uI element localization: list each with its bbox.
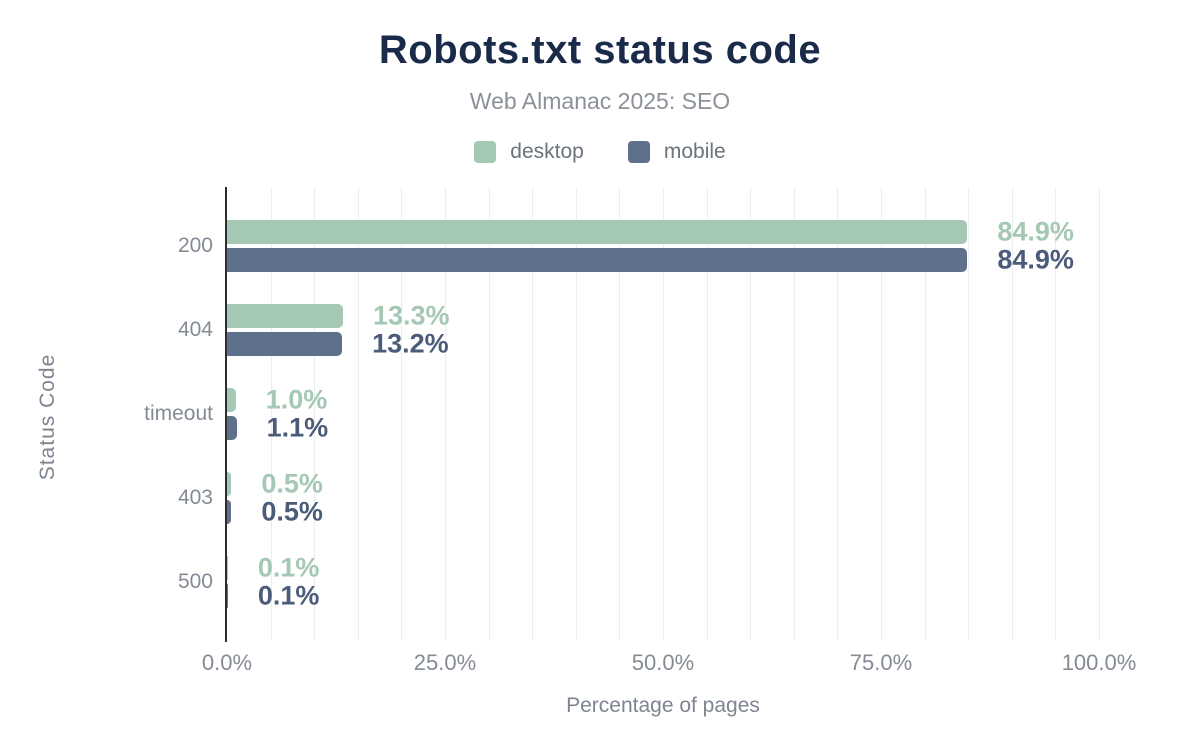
bar-mobile-500 xyxy=(227,584,228,608)
gridline xyxy=(1055,187,1056,640)
gridline xyxy=(271,187,272,640)
legend-label-desktop: desktop xyxy=(510,140,584,163)
category-label-timeout: timeout xyxy=(144,402,213,425)
gridline xyxy=(358,187,359,640)
gridline xyxy=(837,187,838,640)
bar-mobile-200 xyxy=(227,248,968,272)
bar-desktop-404 xyxy=(227,304,343,328)
category-label-200: 200 xyxy=(177,234,213,257)
bar-desktop-timeout xyxy=(227,388,236,412)
mobile-swatch-icon xyxy=(627,141,650,163)
y-axis-line xyxy=(225,187,227,642)
bar-desktop-500 xyxy=(227,556,228,580)
x-tick-50: 50.0% xyxy=(631,650,695,675)
gridline xyxy=(663,187,664,640)
gridline xyxy=(1099,187,1100,640)
x-tick-75: 75.0% xyxy=(849,650,913,675)
gridline xyxy=(707,187,708,640)
legend-label-mobile: mobile xyxy=(663,140,726,163)
gridline xyxy=(619,187,620,640)
x-axis-title: Percentage of pages xyxy=(566,694,760,717)
gridline xyxy=(881,187,882,640)
value-label-mobile-timeout: 1.1% xyxy=(266,412,329,443)
bar-desktop-200 xyxy=(227,220,968,244)
gridline xyxy=(925,187,926,640)
bar-desktop-403 xyxy=(227,472,232,496)
gridline xyxy=(1012,187,1013,640)
bar-mobile-timeout xyxy=(227,416,237,440)
bar-mobile-403 xyxy=(227,500,232,524)
chart-subtitle: Web Almanac 2025: SEO xyxy=(469,88,731,114)
bar-mobile-404 xyxy=(227,332,343,356)
gridline xyxy=(532,187,533,640)
gridline xyxy=(576,187,577,640)
value-label-desktop-500: 0.1% xyxy=(257,552,320,583)
gridline xyxy=(968,187,969,640)
gridline xyxy=(489,187,490,640)
x-tick-0: 0.0% xyxy=(201,650,253,675)
gridline xyxy=(314,187,315,640)
value-label-mobile-403: 0.5% xyxy=(261,496,323,527)
gridline xyxy=(401,187,402,640)
value-label-desktop-404: 13.3% xyxy=(372,300,450,331)
chart-title: Robots.txt status code xyxy=(378,28,822,72)
value-label-mobile-200: 84.9% xyxy=(997,244,1074,275)
value-label-mobile-500: 0.1% xyxy=(257,580,320,611)
legend-item-mobile[interactable]: mobile xyxy=(627,140,726,164)
legend-item-desktop[interactable]: desktop xyxy=(474,140,584,164)
desktop-swatch-icon xyxy=(474,141,497,163)
value-label-desktop-403: 0.5% xyxy=(261,468,323,499)
legend: desktop mobile xyxy=(0,140,1200,164)
gridline xyxy=(445,187,446,640)
value-label-desktop-timeout: 1.0% xyxy=(265,384,328,415)
value-label-desktop-200: 84.9% xyxy=(997,216,1074,247)
gridline xyxy=(750,187,751,640)
x-tick-100: 100.0% xyxy=(1061,650,1137,675)
gridline xyxy=(794,187,795,640)
value-label-mobile-404: 13.2% xyxy=(372,328,449,359)
plot-area: 84.9% 84.9% 13.3% 13.2% 1.0% 1.1% 0.5% 0.5% 0.1%… xyxy=(227,187,1140,640)
x-tick-25: 25.0% xyxy=(413,650,477,675)
category-label-403: 403 xyxy=(177,486,213,509)
category-label-500: 500 xyxy=(177,570,213,593)
category-label-404: 404 xyxy=(177,318,213,341)
